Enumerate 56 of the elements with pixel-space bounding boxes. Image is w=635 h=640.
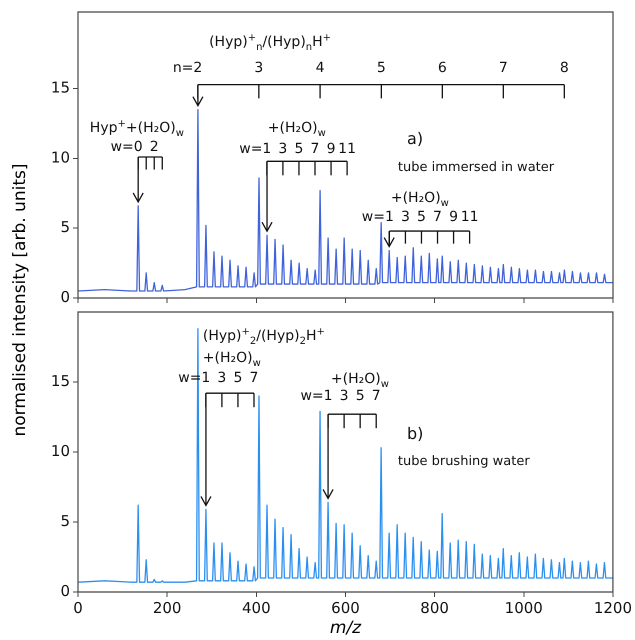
annotation: Hyp$^{+}$+(H₂O)$_{w}$ (90, 118, 184, 139)
y-tick-label: 5 (60, 218, 70, 236)
annotation: 2 (150, 139, 159, 156)
y-axis-title: normalised intensity [arb. units] (10, 162, 30, 438)
y-tick-label: 5 (60, 512, 70, 530)
x-axis-title: m/z (328, 618, 362, 638)
annotation: 7 (433, 209, 442, 226)
annotation: 3 (340, 388, 349, 404)
annotation: w=1 (300, 388, 333, 404)
x-tick-label: 800 (420, 598, 449, 617)
annotation: w=0 (110, 139, 143, 156)
x-tick-label: 1000 (504, 598, 543, 617)
annotation: 5 (417, 209, 426, 226)
annotation: 5 (356, 388, 365, 404)
annotation: tube immersed in water (398, 160, 554, 176)
annotation: 3 (217, 370, 226, 386)
annotation: w=1 (239, 140, 272, 157)
annotation: 7 (498, 60, 508, 76)
x-tick-label: 0 (73, 598, 83, 617)
annotation: (Hyp)$^{+}$$_{2}$/(Hyp)$_{2}$H$^{+}$ (202, 326, 325, 347)
annotation: 5 (233, 370, 242, 386)
annotation: 3 (254, 60, 264, 76)
y-tick-label: 15 (50, 78, 70, 97)
annotation: 3 (400, 209, 410, 226)
annotation: 11 (338, 140, 356, 157)
y-tick-label: 15 (50, 372, 70, 390)
annotation: 4 (316, 60, 325, 76)
annotation: 7 (372, 388, 381, 404)
annotation: 6 (438, 60, 447, 76)
annotation: +(H₂O)$_{w}$ (330, 371, 389, 390)
annotation: 9 (326, 140, 336, 157)
annotation: b) (406, 424, 424, 443)
x-tick-label: 600 (331, 598, 360, 617)
x-tick-label: 200 (152, 598, 182, 617)
annotation: 3 (278, 140, 288, 157)
annotation: 11 (460, 209, 479, 226)
annotation: w=1 (362, 209, 394, 226)
annotation: 9 (449, 209, 458, 226)
y-tick-label: 0 (60, 288, 70, 306)
y-tick-label: 10 (50, 442, 70, 460)
annotation: 7 (310, 140, 320, 157)
x-tick-label: 1200 (594, 598, 632, 617)
annotation: (Hyp)$^{+}$$_{n}$/(Hyp)$_{n}$H$^{+}$ (209, 32, 332, 53)
annotation: 7 (250, 370, 258, 386)
annotation: 8 (560, 60, 569, 76)
annotation: tube brushing water (398, 454, 530, 470)
y-tick-label: 0 (60, 582, 70, 600)
annotation: +(H₂O)$_{w}$ (268, 120, 326, 139)
annotation: +(H₂O)$_{w}$ (202, 350, 261, 369)
annotation: 5 (376, 60, 386, 76)
x-tick-label: 400 (242, 598, 271, 617)
annotation: +(H₂O)$_{w}$ (390, 190, 449, 208)
y-tick-label: 10 (50, 148, 70, 166)
annotation: 5 (294, 140, 304, 157)
annotation: a) (407, 129, 424, 148)
annotation: n=2 (172, 60, 202, 76)
